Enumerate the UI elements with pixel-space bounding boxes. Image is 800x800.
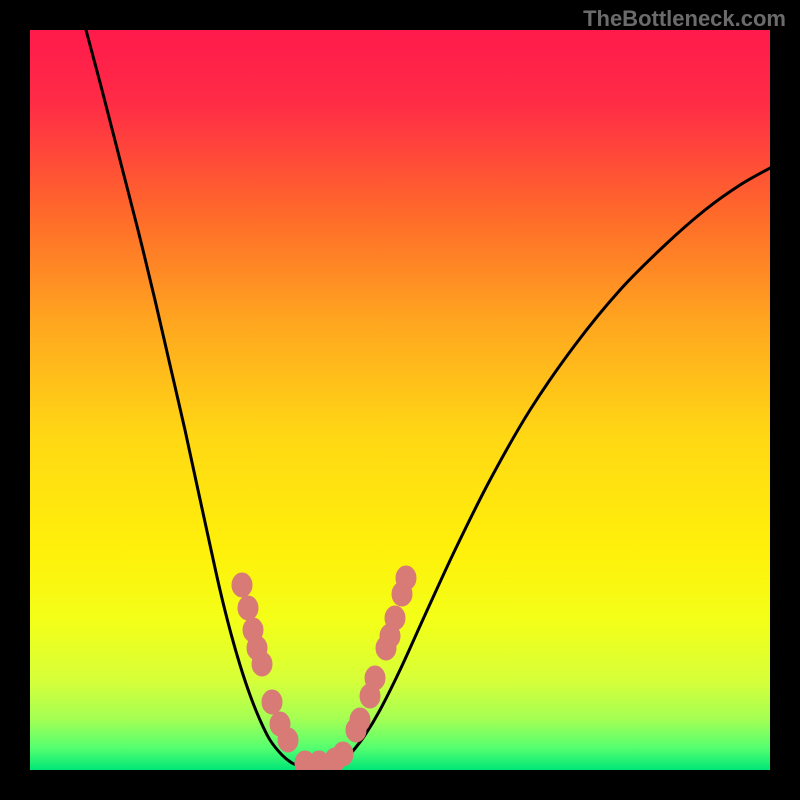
- data-marker: [252, 652, 272, 676]
- data-marker: [278, 728, 298, 752]
- data-marker: [350, 708, 370, 732]
- data-marker: [365, 666, 385, 690]
- gradient-background: [30, 30, 770, 770]
- plot-area: [30, 30, 770, 770]
- data-marker: [396, 566, 416, 590]
- data-marker: [385, 606, 405, 630]
- watermark-text: TheBottleneck.com: [583, 6, 786, 32]
- data-marker: [232, 573, 252, 597]
- figure-root: TheBottleneck.com: [0, 0, 800, 800]
- data-marker: [238, 596, 258, 620]
- chart-svg: [30, 30, 770, 770]
- data-marker: [333, 742, 353, 766]
- data-marker: [262, 690, 282, 714]
